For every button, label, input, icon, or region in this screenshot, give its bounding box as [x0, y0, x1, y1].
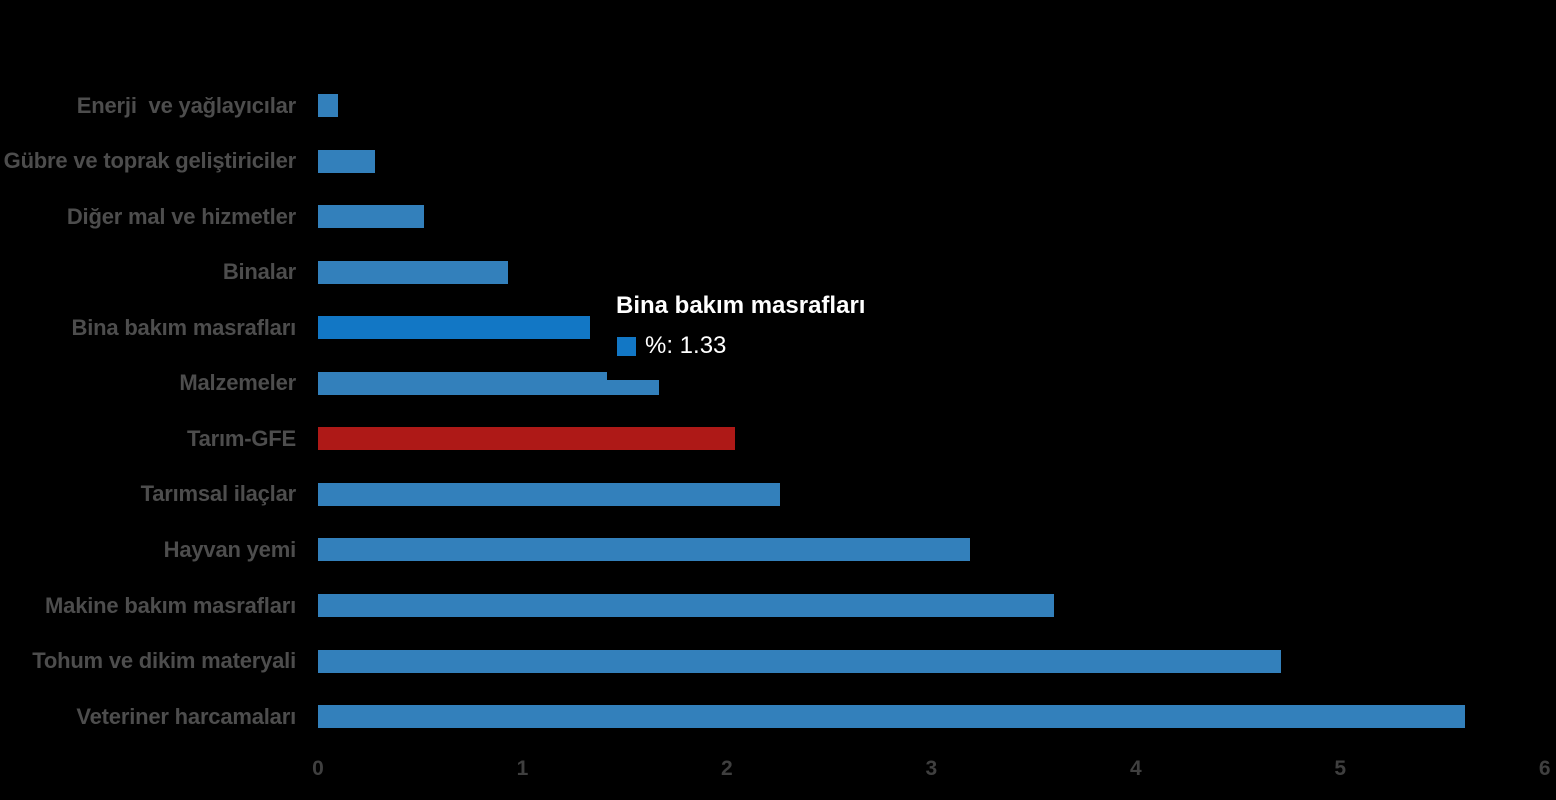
- x-axis-tick-label: 6: [1538, 757, 1551, 780]
- bar[interactable]: [318, 482, 781, 506]
- x-axis-tick-label: 4: [1129, 757, 1142, 780]
- bar[interactable]: [318, 649, 1281, 673]
- bar[interactable]: [318, 594, 1054, 618]
- bar[interactable]: [318, 538, 971, 562]
- bar[interactable]: [318, 371, 660, 395]
- category-label: Makine bakım masrafları: [45, 592, 296, 618]
- bar[interactable]: [318, 94, 339, 117]
- tooltip-value-row: %: 1.33: [617, 334, 911, 358]
- series-swatch-icon: [617, 336, 636, 356]
- category-label: Diğer mal ve hizmetler: [66, 203, 296, 229]
- x-axis-tick-label: 2: [721, 757, 733, 780]
- category-label: Tohum ve dikim materyali: [32, 648, 296, 674]
- category-label: Hayvan yemi: [163, 536, 297, 562]
- bar-hovered[interactable]: [318, 316, 590, 340]
- category-label: Tarım-GFE: [186, 425, 296, 451]
- x-axis-tick-label: 3: [925, 757, 938, 780]
- category-label: Malzemeler: [179, 370, 296, 396]
- tooltip-value: %: 1.33: [645, 332, 727, 359]
- category-label: Binalar: [222, 259, 296, 285]
- bar[interactable]: [318, 705, 1465, 729]
- tooltip-title: Bina bakım masrafları: [616, 292, 866, 319]
- category-label: Gübre ve toprak geliştiriciler: [3, 148, 297, 174]
- category-label: Veteriner harcamaları: [76, 703, 296, 729]
- category-label: Enerji ve yağlayıcılar: [76, 92, 296, 118]
- tooltip: Bina bakım masrafları %: 1.33: [607, 287, 911, 380]
- category-label: Bina bakım masrafları: [71, 314, 297, 340]
- bar[interactable]: [318, 149, 376, 173]
- category-label: Tarımsal ilaçlar: [140, 481, 297, 507]
- bar[interactable]: [318, 205, 425, 229]
- x-axis-tick-label: 1: [516, 757, 529, 780]
- bar-highlighted[interactable]: [318, 427, 736, 451]
- x-axis-tick-label: 0: [312, 757, 324, 780]
- bar[interactable]: [318, 260, 509, 284]
- x-axis-tick-label: 5: [1334, 757, 1347, 780]
